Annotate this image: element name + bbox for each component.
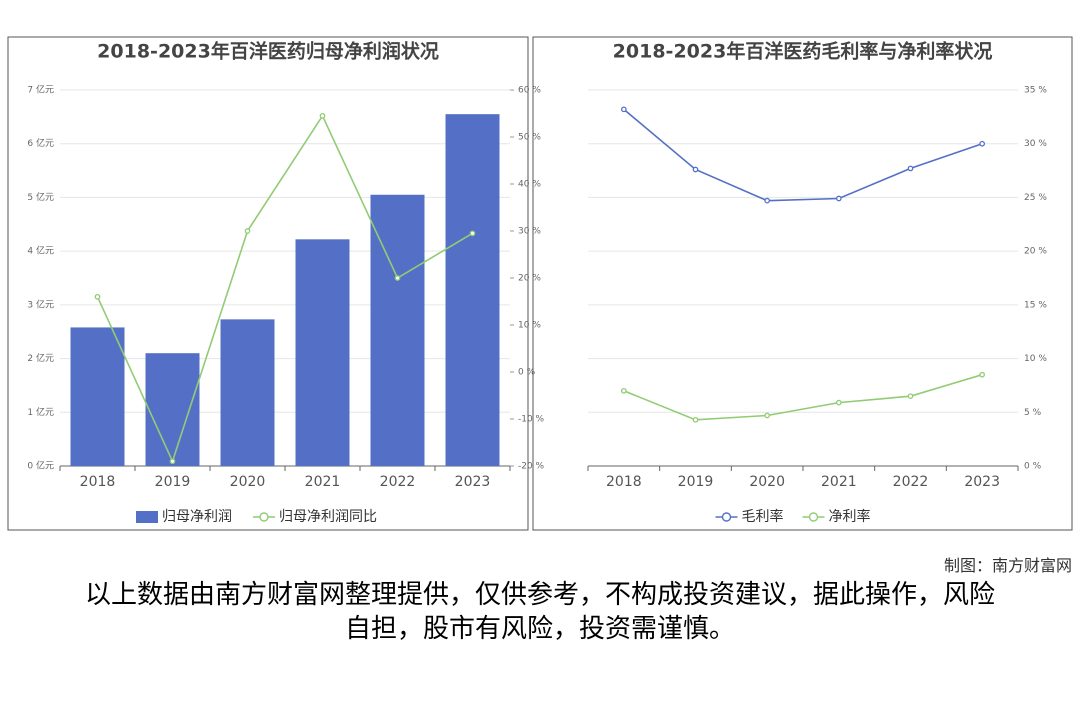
y-tick-label: 7 亿元 xyxy=(27,84,54,96)
point xyxy=(169,458,176,465)
y2-tick-label: 0 % xyxy=(518,368,536,378)
chart-title: 2018-2023年百洋医药归母净利润状况 xyxy=(97,40,439,63)
y-tick-label: 30 % xyxy=(1024,139,1047,149)
point xyxy=(244,228,251,234)
bar xyxy=(220,319,275,466)
point xyxy=(907,165,914,172)
x-tick-label: 2021 xyxy=(821,474,857,490)
panel xyxy=(7,36,529,531)
y2-tick-label: 30 % xyxy=(518,227,541,237)
x-tick-label: 2022 xyxy=(893,474,929,490)
point xyxy=(979,140,986,147)
legend-label: 归母净利润同比 xyxy=(279,508,377,525)
point xyxy=(469,230,476,237)
bar xyxy=(145,353,200,466)
point xyxy=(394,275,401,281)
y2-tick-label: 40 % xyxy=(518,180,541,190)
y-tick-label: 10 % xyxy=(1024,354,1047,364)
point xyxy=(319,113,326,119)
y-tick-label: 1 亿元 xyxy=(27,406,54,418)
y-tick-label: 6 亿元 xyxy=(27,137,54,149)
point xyxy=(907,393,914,400)
y-tick-label: 5 % xyxy=(1024,408,1042,418)
x-tick-label: 2018 xyxy=(606,474,642,490)
legend-swatch xyxy=(259,512,269,522)
credit: 制图：南方财富网 xyxy=(943,556,1072,575)
disclaimer: 以上数据由南方财富网整理提供，仅供参考，不构成投资建议，据此操作，风险自担，股市… xyxy=(84,580,995,644)
y-tick-label: 2 亿元 xyxy=(27,352,54,364)
x-tick-label: 2023 xyxy=(964,474,1000,490)
y-tick-label: 0 % xyxy=(1024,462,1042,472)
y2-tick-label: -10 % xyxy=(518,415,545,425)
bar xyxy=(445,114,500,467)
legend-swatch xyxy=(136,511,158,523)
chart-title: 2018-2023年百洋医药毛利率与净利率状况 xyxy=(613,40,993,63)
legend-label: 归母净利润 xyxy=(162,508,232,525)
y2-tick-label: 60 % xyxy=(518,86,541,96)
point xyxy=(835,195,842,202)
y2-tick-label: 50 % xyxy=(518,133,541,143)
x-tick-label: 2018 xyxy=(80,474,116,490)
y2-tick-label: 20 % xyxy=(518,274,541,284)
y-tick-label: 4 亿元 xyxy=(27,245,54,257)
line xyxy=(623,108,983,202)
point xyxy=(764,412,771,419)
point xyxy=(692,166,699,173)
y-tick-label: 35 % xyxy=(1024,86,1047,96)
legend-swatch xyxy=(808,512,819,522)
bar xyxy=(295,239,350,466)
x-tick-label: 2019 xyxy=(155,474,191,490)
y-tick-label: 0 亿元 xyxy=(27,460,54,472)
x-tick-label: 2020 xyxy=(230,474,266,490)
y-tick-label: 20 % xyxy=(1024,247,1047,257)
legend-label: 净利率 xyxy=(829,508,871,525)
legend-swatch xyxy=(721,512,732,522)
x-tick-label: 2020 xyxy=(749,474,785,490)
point xyxy=(620,387,627,394)
x-tick-label: 2023 xyxy=(455,474,491,490)
y-tick-label: 3 亿元 xyxy=(27,298,54,310)
panel xyxy=(532,36,1073,531)
x-tick-label: 2021 xyxy=(305,474,341,490)
point xyxy=(94,293,101,300)
y-tick-label: 25 % xyxy=(1024,193,1047,203)
x-tick-label: 2019 xyxy=(678,474,714,490)
y-tick-label: 5 亿元 xyxy=(27,191,54,203)
line xyxy=(623,373,983,421)
point xyxy=(764,197,771,204)
y2-tick-label: -20 % xyxy=(518,462,545,472)
line xyxy=(96,114,473,464)
point xyxy=(692,416,699,423)
point xyxy=(979,371,986,378)
point xyxy=(620,106,627,113)
point xyxy=(835,399,842,406)
y-tick-label: 15 % xyxy=(1024,300,1047,310)
bar xyxy=(70,327,125,466)
y2-tick-label: 10 % xyxy=(518,321,541,331)
x-tick-label: 2022 xyxy=(380,474,416,490)
charts: 2018-2023年百洋医药归母净利润状况 0 亿元 1 亿元 2 亿元 3 亿元 4 亿… xyxy=(7,36,1073,531)
legend-label: 毛利率 xyxy=(742,508,784,525)
